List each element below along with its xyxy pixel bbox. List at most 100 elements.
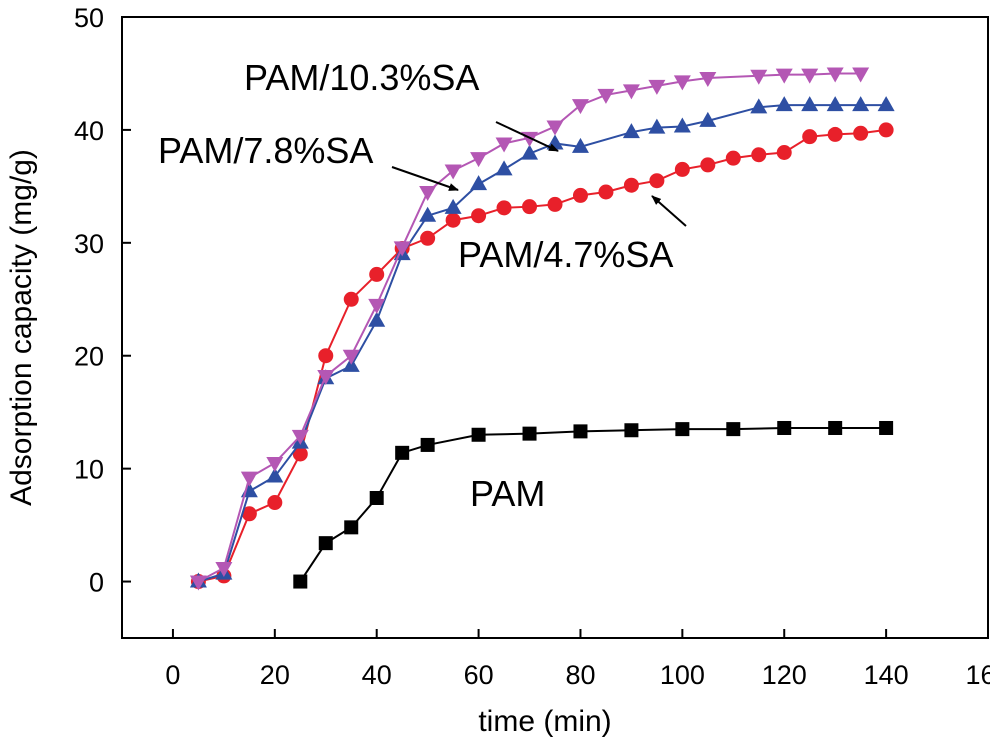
data-point <box>571 99 589 115</box>
data-point <box>393 241 411 257</box>
data-point <box>573 424 588 439</box>
data-point <box>470 152 488 168</box>
data-point <box>445 212 461 228</box>
data-point <box>801 68 819 84</box>
annotation-label: PAM/4.7%SA <box>458 234 673 275</box>
data-point <box>648 79 666 95</box>
data-point <box>266 467 284 483</box>
annotation-label: PAM/7.8%SA <box>158 130 373 171</box>
data-point <box>828 420 843 435</box>
data-point <box>674 161 690 177</box>
data-point <box>827 126 843 142</box>
data-point <box>547 196 563 212</box>
data-point <box>826 96 844 112</box>
series-pam <box>293 420 894 589</box>
data-point <box>444 198 462 214</box>
data-point <box>495 160 513 176</box>
data-point <box>750 98 768 114</box>
data-point <box>419 186 437 202</box>
data-point <box>852 96 870 112</box>
data-point <box>420 437 435 452</box>
annotation-label: PAM/10.3%SA <box>244 57 479 98</box>
data-point <box>699 111 717 127</box>
data-point <box>751 147 767 163</box>
data-point <box>826 67 844 83</box>
y-tick-label: 0 <box>89 568 104 598</box>
y-tick-label: 20 <box>74 342 104 372</box>
annotations: PAM/10.3%SA PAM/7.8%SA PAM/4.7%SA PAM <box>158 57 687 514</box>
data-point <box>879 420 894 435</box>
data-point <box>726 422 741 437</box>
data-point <box>776 144 792 160</box>
annotation-arrow <box>391 166 459 191</box>
series-line <box>299 426 887 583</box>
y-tick-label: 10 <box>74 455 104 485</box>
data-point <box>369 266 385 282</box>
data-point <box>878 122 894 138</box>
data-point <box>317 370 335 386</box>
data-point <box>343 291 359 307</box>
data-point <box>597 88 615 104</box>
data-point <box>444 164 462 180</box>
x-tick-label: 120 <box>762 660 807 690</box>
annotation-label: PAM <box>470 473 545 514</box>
series-pam-4-7-sa <box>190 122 894 590</box>
data-point <box>572 187 588 203</box>
data-point <box>496 200 512 216</box>
data-point <box>318 536 333 551</box>
axes: 0 20 40 60 80 100 120 140 160 0 10 20 30 40 50 time (mi… <box>5 3 990 738</box>
x-tick-label: 80 <box>565 660 595 690</box>
data-point <box>700 157 716 173</box>
data-point <box>522 199 538 215</box>
data-point <box>699 71 717 87</box>
data-point <box>241 506 257 522</box>
series-line <box>197 72 861 583</box>
plot-frame <box>121 16 989 639</box>
x-axis-title: time (min) <box>478 705 611 738</box>
annotation-arrow <box>651 195 687 227</box>
y-axis-title: Adsorption capacity (mg/g) <box>5 149 38 506</box>
data-point <box>470 175 488 191</box>
data-point <box>318 348 334 364</box>
data-point <box>189 575 207 591</box>
data-point <box>877 96 895 112</box>
data-point <box>471 208 487 224</box>
data-point <box>495 137 513 153</box>
data-point <box>395 445 410 460</box>
x-tick-label: 0 <box>165 660 180 690</box>
data-point <box>853 125 869 141</box>
data-point <box>598 184 614 200</box>
data-point <box>777 420 792 435</box>
data-point <box>623 177 639 193</box>
data-point <box>292 446 308 462</box>
y-tick-label: 30 <box>74 229 104 259</box>
data-point <box>802 129 818 145</box>
data-point <box>571 137 589 153</box>
data-point <box>673 75 691 91</box>
data-point <box>546 120 564 136</box>
data-point <box>342 349 360 365</box>
data-point <box>801 96 819 112</box>
data-point <box>673 117 691 133</box>
data-point <box>775 96 793 112</box>
data-point <box>368 298 386 314</box>
data-point <box>291 429 309 445</box>
data-point <box>522 426 537 441</box>
data-point <box>369 490 384 505</box>
x-tick-label: 100 <box>660 660 705 690</box>
y-tick-label: 50 <box>74 3 104 33</box>
data-point <box>622 84 640 100</box>
series-layer <box>189 67 895 591</box>
x-tick-label: 40 <box>362 660 392 690</box>
x-tick-label: 20 <box>260 660 290 690</box>
data-point <box>675 422 690 437</box>
data-point <box>420 230 436 246</box>
data-point <box>266 456 284 472</box>
data-point <box>215 561 233 577</box>
x-tick-label: 60 <box>464 660 494 690</box>
y-tick-label: 40 <box>74 116 104 146</box>
data-point <box>775 68 793 84</box>
data-point <box>648 118 666 134</box>
